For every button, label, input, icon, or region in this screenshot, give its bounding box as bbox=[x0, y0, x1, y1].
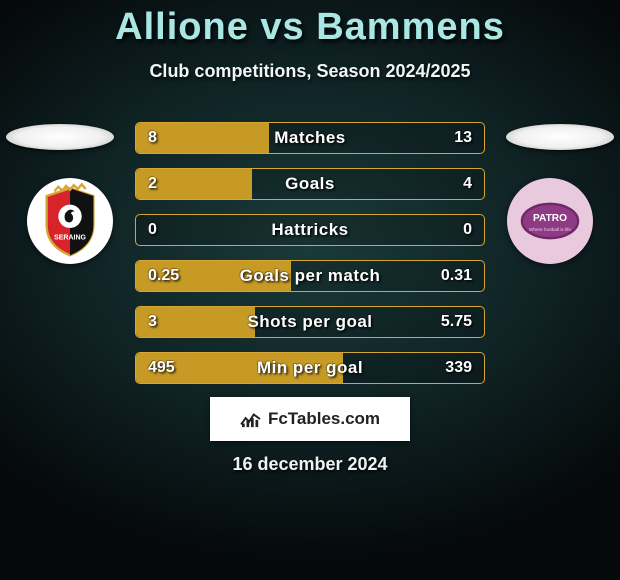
player-left-shadow bbox=[6, 124, 114, 150]
stat-label: Goals per match bbox=[136, 261, 484, 291]
seraing-crest: SERAING bbox=[27, 178, 113, 264]
seraing-crest-icon: SERAING bbox=[31, 182, 109, 260]
stat-label: Matches bbox=[136, 123, 484, 153]
stat-row: 0Hattricks0 bbox=[135, 214, 485, 246]
patro-crest-icon: PATRO Where football is life bbox=[511, 182, 589, 260]
stat-right-value: 4 bbox=[463, 169, 472, 199]
svg-text:PATRO: PATRO bbox=[533, 213, 567, 224]
stat-right-value: 0 bbox=[463, 215, 472, 245]
stat-right-value: 0.31 bbox=[441, 261, 472, 291]
player-right-shadow bbox=[506, 124, 614, 150]
stat-label: Min per goal bbox=[136, 353, 484, 383]
page-title: Allione vs Bammens bbox=[0, 0, 620, 49]
patro-crest: PATRO Where football is life bbox=[507, 178, 593, 264]
stat-right-value: 339 bbox=[445, 353, 472, 383]
stat-label: Goals bbox=[136, 169, 484, 199]
stat-row: 495Min per goal339 bbox=[135, 352, 485, 384]
infographic: Allione vs Bammens Club competitions, Se… bbox=[0, 0, 620, 580]
stats-panel: 8Matches13 2Goals4 0Hattricks0 0.25Goals pe… bbox=[135, 122, 485, 398]
stat-label: Hattricks bbox=[136, 215, 484, 245]
svg-text:Where football is life: Where football is life bbox=[529, 227, 571, 232]
fctables-logo-icon bbox=[240, 410, 262, 428]
page-subtitle: Club competitions, Season 2024/2025 bbox=[0, 61, 620, 82]
stat-row: 2Goals4 bbox=[135, 168, 485, 200]
stat-label: Shots per goal bbox=[136, 307, 484, 337]
stat-right-value: 5.75 bbox=[441, 307, 472, 337]
attribution-text: FcTables.com bbox=[268, 409, 380, 429]
svg-text:SERAING: SERAING bbox=[54, 235, 86, 242]
stat-right-value: 13 bbox=[454, 123, 472, 153]
attribution-badge: FcTables.com bbox=[210, 397, 410, 441]
infographic-date: 16 december 2024 bbox=[0, 454, 620, 475]
stat-row: 0.25Goals per match0.31 bbox=[135, 260, 485, 292]
stat-row: 8Matches13 bbox=[135, 122, 485, 154]
stat-row: 3Shots per goal5.75 bbox=[135, 306, 485, 338]
